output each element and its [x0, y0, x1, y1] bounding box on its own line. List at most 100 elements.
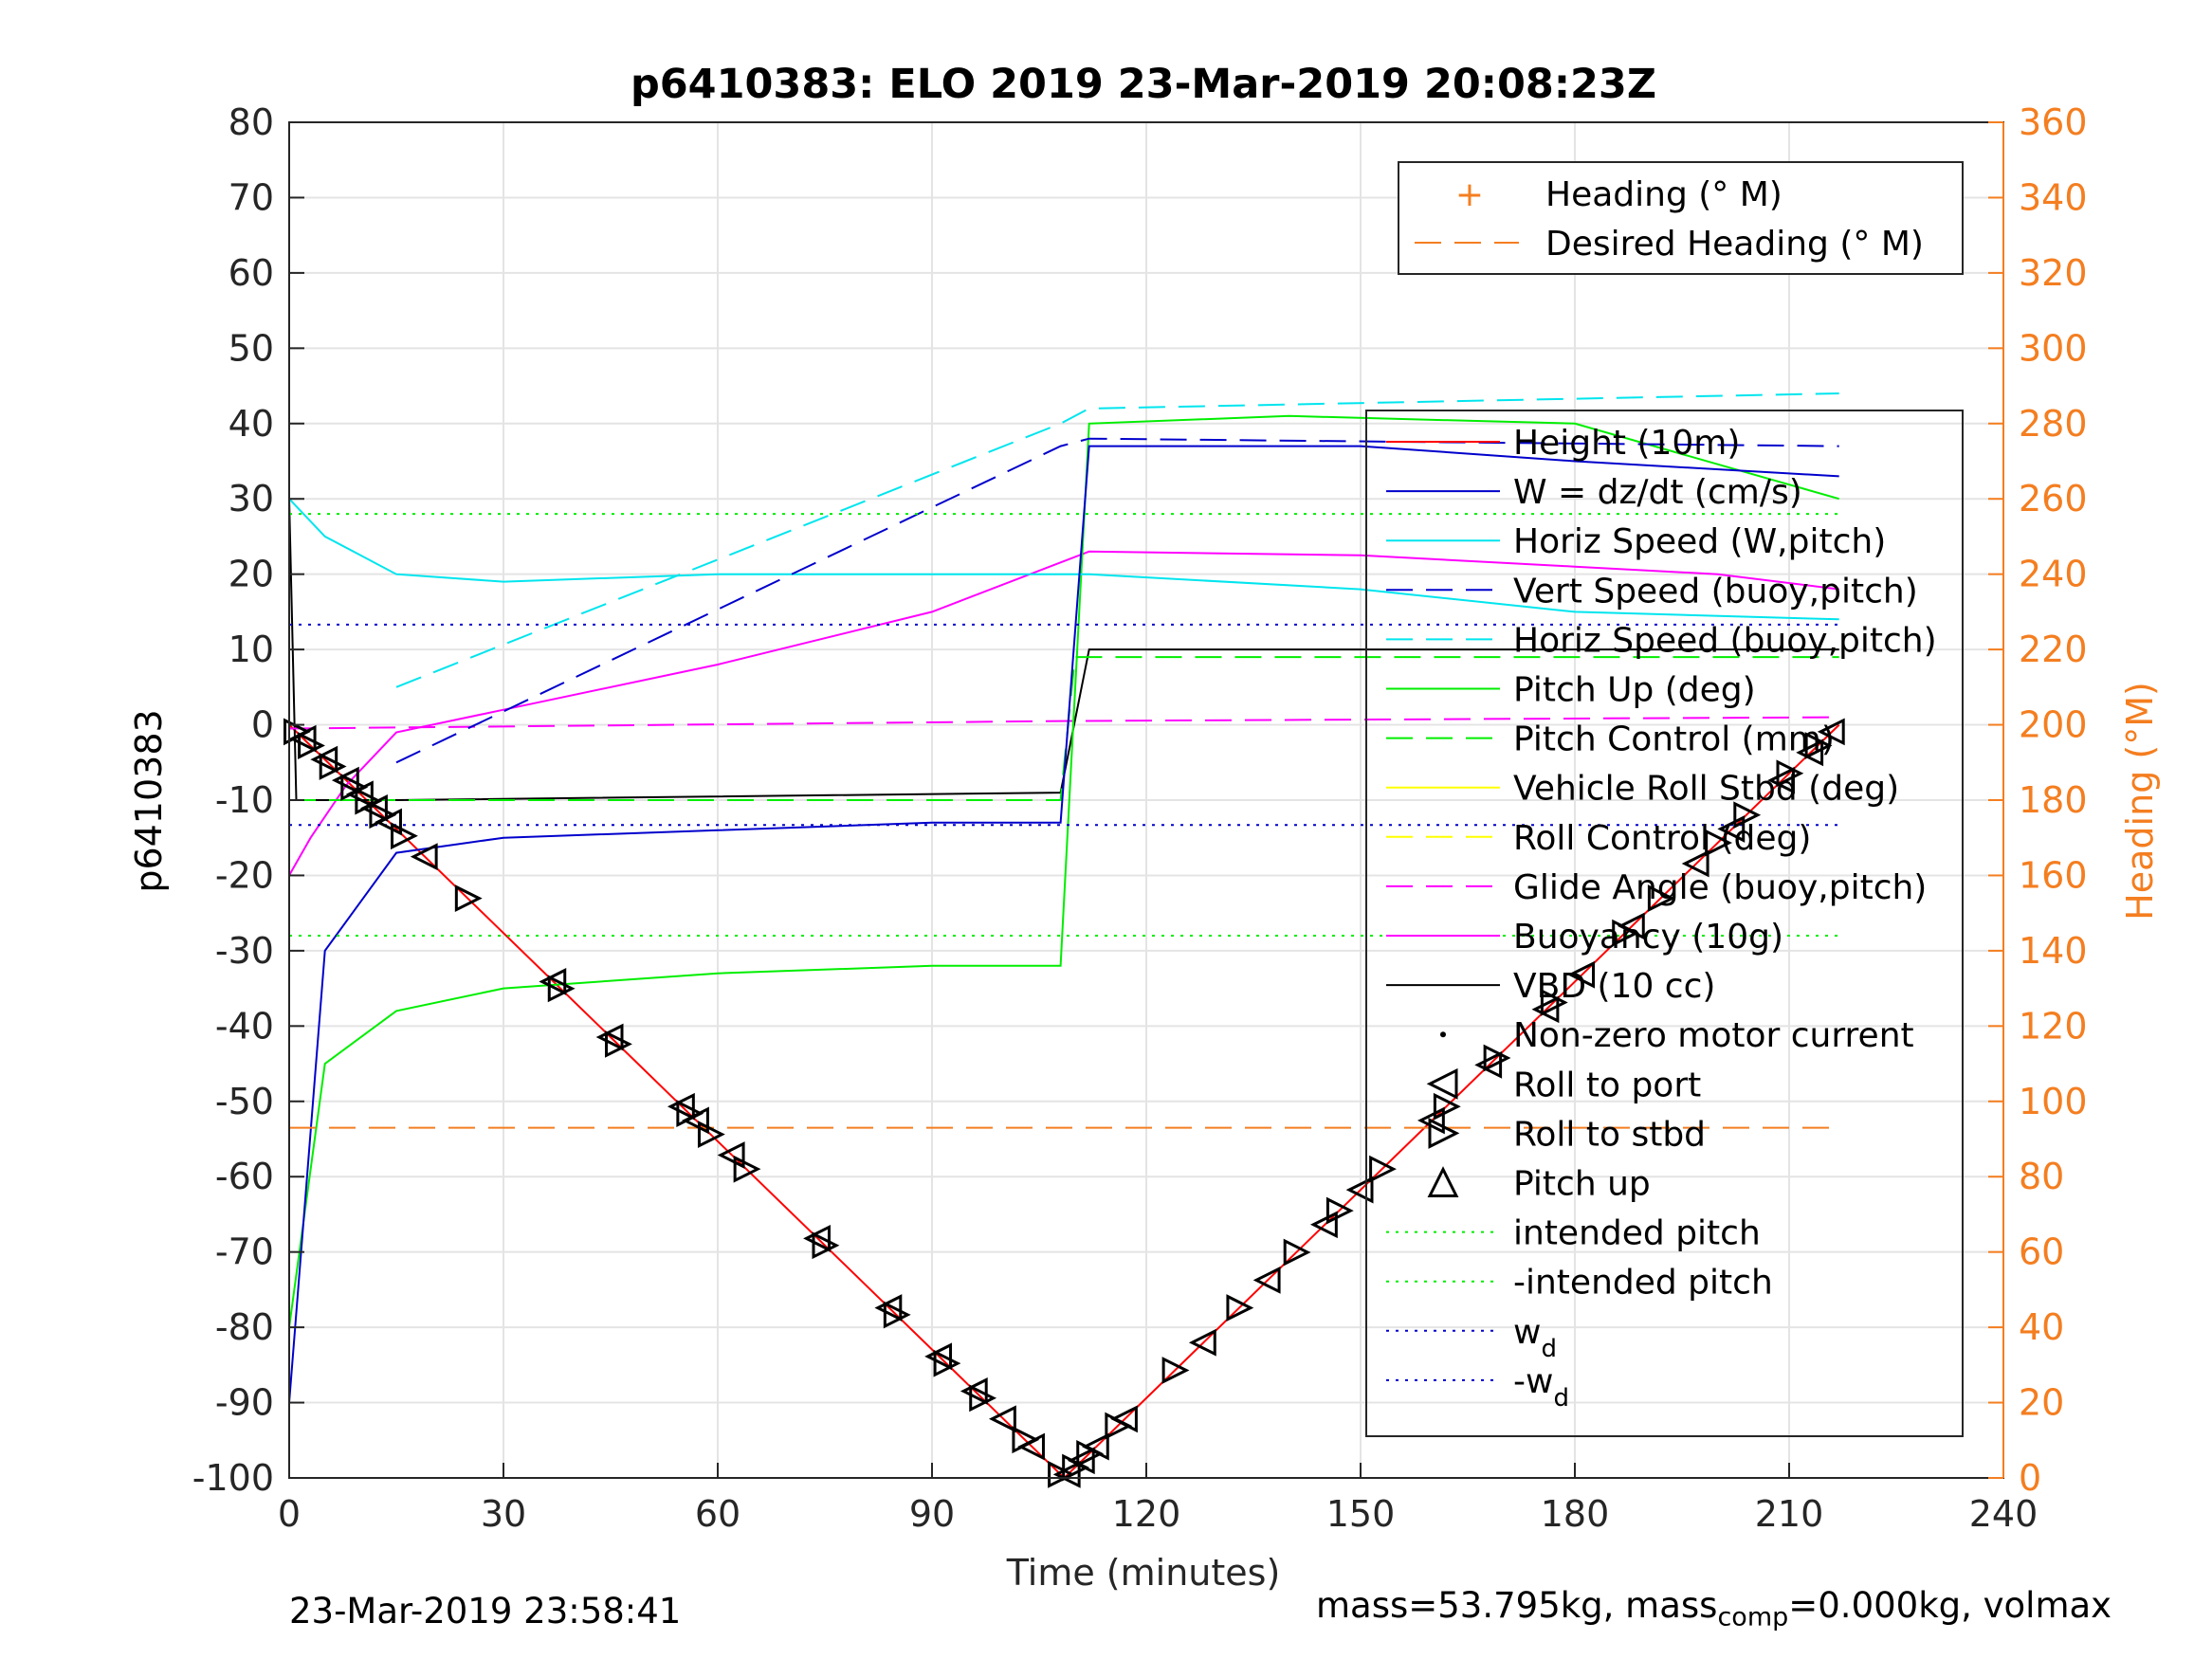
legend-heading-label: Heading (° M) [1545, 175, 1782, 214]
roll-to-stbd-marker [1226, 1294, 1254, 1322]
legend-main-label-text: Non-zero motor current [1513, 1016, 1914, 1055]
roll-to-stbd-marker [1776, 759, 1804, 788]
roll-to-port-marker [595, 1023, 624, 1051]
legend-main-label-text: Pitch Up (deg) [1513, 671, 1756, 710]
series-line-buoyancy-10g [288, 550, 1839, 876]
roll-to-port-marker [1017, 1432, 1045, 1461]
y-tick-label-right: 0 [2019, 1457, 2041, 1499]
legend-main-label: Pitch up [1513, 1165, 1651, 1204]
legend-main-label-text: Vert Speed (buoy,pitch) [1513, 572, 1918, 611]
legend-main-label-text: Roll to stbd [1513, 1115, 1706, 1154]
roll-to-port-marker [1717, 814, 1746, 843]
legend-main-marker [1440, 1031, 1446, 1038]
y-tick-label-left: 30 [229, 478, 274, 520]
legend-main-label: intended pitch [1513, 1214, 1761, 1253]
y-tick-label-left: 70 [229, 176, 274, 218]
y-axis-right-ticks: 0 20 40 60 80 100 120 140 160 180 200 220 240 260 280 3… [1988, 101, 2088, 1499]
y-tick-label-right: 300 [2019, 327, 2088, 369]
legend-main-label-text: Height (10m) [1513, 424, 1740, 463]
legend-main-label-text: W = dz/dt (cm/s) [1513, 473, 1802, 512]
roll-to-port-marker [1067, 1447, 1095, 1475]
roll-to-port-marker [410, 843, 438, 871]
roll-to-stbd-marker [1540, 989, 1568, 1016]
roll-to-stbd-marker [1483, 1044, 1511, 1072]
y-tick-label-right: 200 [2019, 704, 2088, 746]
y-tick-label-left: 50 [229, 327, 274, 369]
y-tick-label-left: -60 [215, 1156, 274, 1197]
x-tick-label: 120 [1112, 1493, 1181, 1535]
legend-main-label: Roll to port [1513, 1066, 1701, 1104]
legend-main-label: Non-zero motor current [1513, 1016, 1914, 1055]
roll-to-stbd-marker [1733, 801, 1762, 830]
legend-main-label: Buoyancy (10g) [1513, 918, 1783, 957]
roll-to-stbd-marker [1705, 829, 1733, 857]
roll-to-port-marker [1052, 1460, 1081, 1488]
y-axis-left-label: p6410383 [128, 709, 170, 892]
roll-to-stbd-marker [883, 1301, 911, 1329]
roll-to-port-marker [1796, 738, 1824, 767]
x-axis-label: Time (minutes) [1006, 1552, 1281, 1594]
footer-mass-sub: comp [1717, 1602, 1789, 1632]
legend-main-label: wd [1513, 1313, 1557, 1363]
roll-to-port-marker [1817, 718, 1845, 746]
legend-heading-box [1398, 161, 1964, 275]
x-tick-label: 30 [481, 1493, 526, 1535]
legend-main-label: W = dz/dt (cm/s) [1513, 473, 1802, 512]
legend-main-label: Horiz Speed (buoy,pitch) [1513, 621, 1937, 660]
y-tick-label-right: 360 [2019, 101, 2088, 143]
roll-to-stbd-marker [733, 1155, 761, 1183]
roll-to-port-marker [1531, 995, 1560, 1024]
y-tick-label-right: 120 [2019, 1005, 2088, 1047]
legend-heading-marker: + [1455, 175, 1484, 214]
roll-to-stbd-marker [1048, 1460, 1075, 1488]
legend-main-label-sub: d [1553, 1384, 1569, 1413]
roll-to-stbd-marker [933, 1349, 961, 1377]
legend-main-marker [1428, 1117, 1460, 1149]
legend-main-label: -intended pitch [1513, 1264, 1773, 1303]
footer-datetime: 23-Mar-2019 23:58:41 [289, 1591, 682, 1632]
roll-to-port-marker [960, 1377, 988, 1405]
chart-title: p6410383: ELO 2019 23-Mar-2019 20:08:23Z [631, 61, 1656, 108]
legend-main-label: Pitch Up (deg) [1513, 671, 1756, 710]
series-line-horiz-speed-w-pitch [288, 498, 1839, 621]
roll-to-port-marker [1681, 849, 1709, 878]
roll-to-port-marker [288, 724, 317, 753]
y-tick-label-left: 20 [229, 554, 274, 595]
legend-main-label: -wd [1513, 1362, 1569, 1413]
series-line-vbd-10-cc [288, 499, 1839, 801]
roll-to-port-marker [331, 766, 359, 794]
series-line-pitch-up-deg [288, 414, 1839, 1328]
roll-to-port-marker [310, 745, 338, 774]
plot-series [283, 392, 1845, 1488]
y-tick-label-left: -10 [215, 779, 274, 821]
roll-to-stbd-marker [1325, 1196, 1354, 1225]
y-tick-label-right: 260 [2019, 478, 2088, 520]
legend-main-label-text: Buoyancy (10g) [1513, 918, 1783, 957]
y-tick-label-left: -30 [215, 930, 274, 972]
legend-main-label: Vert Speed (buoy,pitch) [1513, 572, 1918, 611]
legend-heading-label: Desired Heading (° M) [1545, 225, 1924, 264]
roll-to-port-marker [1309, 1211, 1338, 1239]
legend-main-label-text: -w [1513, 1362, 1553, 1401]
legend-main-label-text: Pitch Control (mm) [1513, 720, 1835, 759]
roll-to-stbd-marker [1433, 1092, 1461, 1121]
y-tick-label-left: -50 [215, 1081, 274, 1122]
y-tick-label-left: 80 [229, 101, 274, 143]
x-tick-label: 0 [278, 1493, 301, 1535]
legend-main-label: Height (10m) [1513, 424, 1740, 463]
roll-to-port-marker [539, 968, 567, 995]
x-tick-label: 240 [1969, 1493, 2038, 1535]
roll-to-port-marker [1474, 1050, 1503, 1079]
y-tick-label-right: 340 [2019, 176, 2088, 218]
y-tick-label-left: 60 [229, 252, 274, 294]
roll-to-stbd-marker [1647, 884, 1675, 913]
y-tick-label-right: 100 [2019, 1081, 2088, 1122]
roll-to-port-marker [1188, 1328, 1216, 1357]
legend-main-label: Pitch Control (mm) [1513, 720, 1835, 759]
roll-to-port-marker [1252, 1266, 1281, 1294]
roll-to-stbd-marker [1369, 1155, 1397, 1183]
legend-main-label-text: -intended pitch [1513, 1264, 1773, 1303]
roll-to-port-marker [682, 1106, 709, 1135]
series-line-w-dz-dt-cm-s [288, 445, 1839, 1403]
legend-main-label-text: Vehicle Roll Stbd (deg) [1513, 770, 1899, 809]
